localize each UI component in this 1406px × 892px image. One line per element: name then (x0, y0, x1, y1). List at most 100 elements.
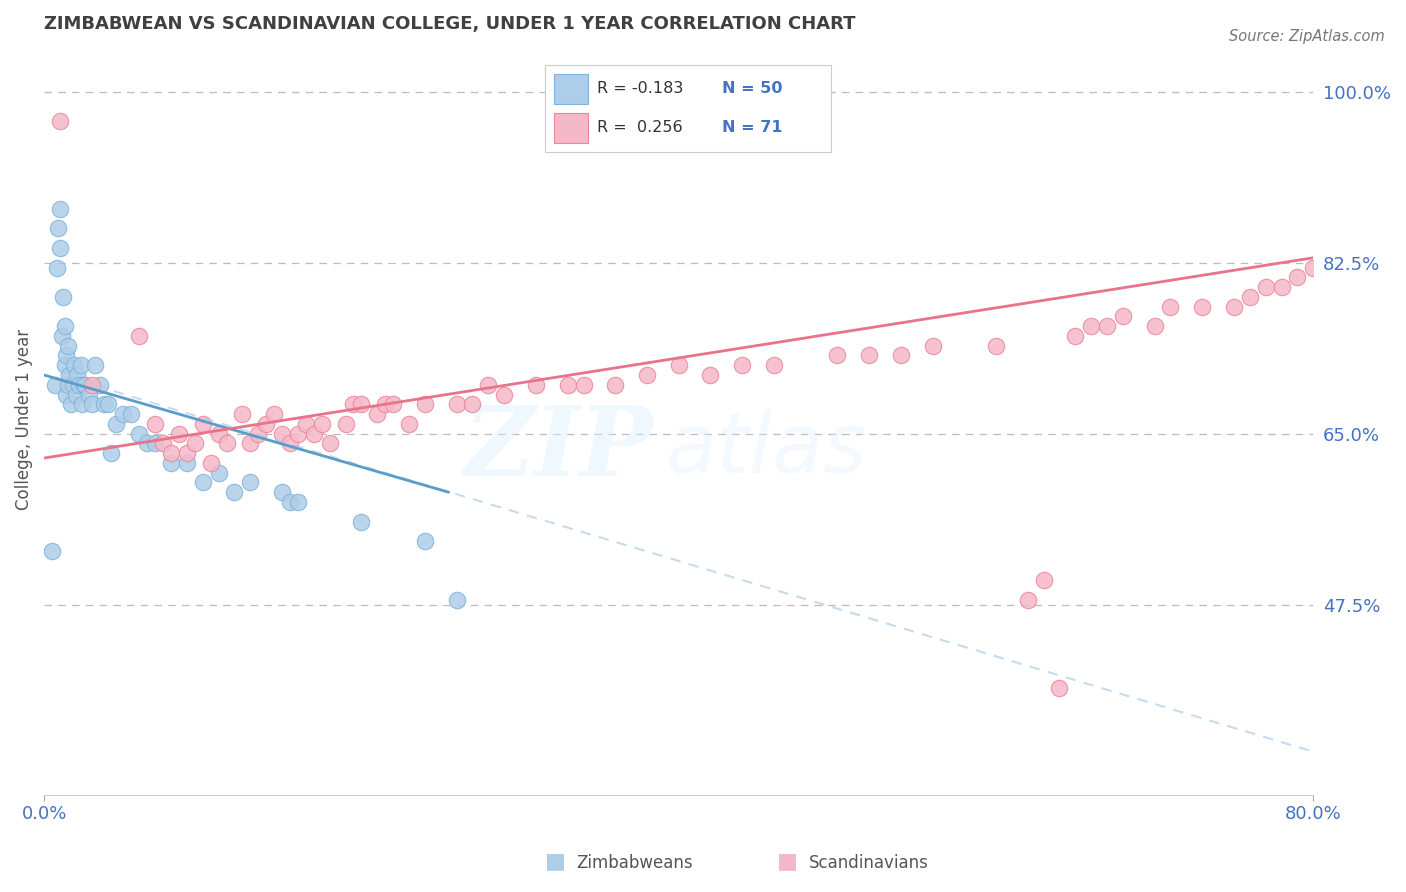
Point (668, 358, 690, 372)
Point (247, 426, 270, 441)
Point (207, 426, 229, 441)
Point (66, 368, 89, 382)
Point (1160, 300, 1182, 314)
Point (827, 349, 849, 363)
Point (49, 114, 72, 128)
Point (890, 349, 912, 363)
Text: ■: ■ (778, 851, 797, 871)
Point (1286, 270, 1309, 285)
Point (224, 485, 246, 500)
Point (461, 397, 484, 411)
Point (55, 349, 77, 363)
Point (53, 358, 76, 372)
Point (45, 260, 67, 275)
Point (1239, 290, 1261, 304)
Point (350, 397, 373, 411)
Point (263, 407, 285, 421)
Point (1095, 319, 1118, 334)
Point (318, 436, 340, 450)
Text: ■: ■ (546, 851, 565, 871)
Point (48, 221, 70, 235)
Point (63, 358, 86, 372)
Point (557, 377, 579, 392)
Point (69, 358, 91, 372)
Point (97, 397, 120, 411)
Point (55, 387, 77, 401)
Point (382, 397, 405, 411)
Point (176, 456, 198, 470)
Point (271, 426, 294, 441)
Point (762, 358, 785, 372)
Point (56, 377, 79, 392)
Point (413, 397, 436, 411)
Point (1032, 573, 1054, 587)
Point (295, 417, 318, 431)
Point (93, 397, 115, 411)
Point (1017, 592, 1039, 607)
Point (41, 544, 63, 558)
Point (239, 475, 262, 490)
Point (731, 358, 754, 372)
Point (254, 417, 277, 431)
Point (80, 397, 103, 411)
Text: atlas: atlas (666, 409, 868, 490)
Point (191, 475, 214, 490)
Point (120, 407, 142, 421)
Text: Scandinavians: Scandinavians (808, 854, 928, 871)
Point (80, 377, 103, 392)
Point (1381, 192, 1403, 206)
Point (921, 339, 943, 353)
Point (1350, 221, 1372, 235)
Point (1270, 280, 1292, 294)
Point (278, 495, 301, 509)
Point (143, 436, 166, 450)
Point (1365, 202, 1388, 216)
Point (70, 397, 93, 411)
Point (413, 534, 436, 549)
Point (636, 368, 658, 382)
Point (699, 368, 721, 382)
Point (65, 387, 87, 401)
Point (207, 466, 229, 480)
Point (128, 329, 150, 343)
Point (160, 456, 183, 470)
Point (278, 436, 301, 450)
Point (398, 417, 420, 431)
Point (1223, 300, 1246, 314)
Point (446, 592, 468, 607)
Point (374, 397, 396, 411)
Point (1191, 300, 1213, 314)
Point (176, 446, 198, 460)
Point (52, 290, 75, 304)
Point (446, 397, 468, 411)
Point (1112, 310, 1135, 324)
Point (191, 417, 214, 431)
Point (366, 407, 388, 421)
Point (494, 387, 516, 401)
Text: Zimbabweans: Zimbabweans (576, 854, 693, 871)
Point (51, 329, 73, 343)
Point (1254, 280, 1277, 294)
Point (1317, 251, 1340, 265)
Point (302, 426, 325, 441)
Point (56, 339, 79, 353)
Point (58, 368, 80, 382)
Point (167, 426, 190, 441)
Point (73, 377, 96, 392)
Point (572, 377, 595, 392)
Point (104, 417, 127, 431)
Point (1143, 319, 1166, 334)
Point (136, 436, 159, 450)
Point (605, 377, 627, 392)
Point (53, 319, 76, 334)
Point (100, 446, 122, 460)
Point (342, 397, 364, 411)
Point (143, 417, 166, 431)
Y-axis label: College, Under 1 year: College, Under 1 year (15, 328, 32, 509)
Point (128, 426, 150, 441)
Point (335, 417, 357, 431)
Point (112, 407, 135, 421)
Point (1302, 260, 1324, 275)
Text: ZIMBABWEAN VS SCANDINAVIAN COLLEGE, UNDER 1 YEAR CORRELATION CHART: ZIMBABWEAN VS SCANDINAVIAN COLLEGE, UNDE… (44, 15, 856, 33)
Point (75, 377, 97, 392)
